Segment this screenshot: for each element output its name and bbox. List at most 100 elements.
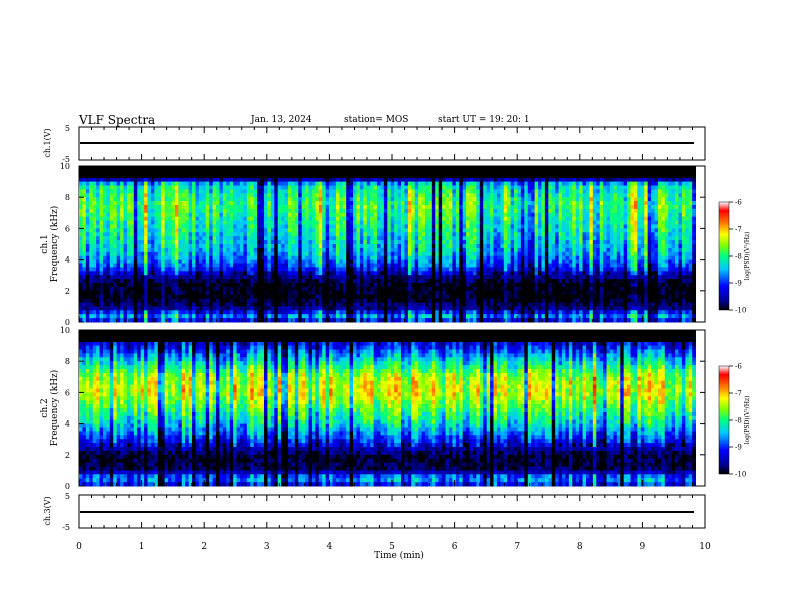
- spectrogram-cell: [589, 208, 594, 214]
- spectrogram-cell: [322, 185, 327, 190]
- spectrogram-cell: [476, 224, 481, 229]
- spectrogram-cell: [404, 228, 409, 233]
- spectrogram-cell: [250, 201, 255, 206]
- spectrogram-cell: [366, 220, 371, 225]
- spectrogram-cell: [157, 240, 162, 245]
- spectrogram-cell: [287, 177, 292, 182]
- spectrogram-cell: [353, 240, 357, 245]
- spectrogram-cell: [281, 247, 285, 253]
- spectrogram-cell: [267, 259, 272, 264]
- spectrogram-cell: [287, 232, 292, 237]
- spectrogram-cell: [130, 247, 135, 253]
- spectrogram-cell: [205, 236, 210, 241]
- spectrogram-cell: [373, 205, 378, 210]
- spectrogram-cell: [243, 228, 248, 233]
- spectrogram-cell: [609, 189, 614, 194]
- spectrogram-cell: [363, 232, 368, 237]
- spectrogram-cell: [387, 212, 392, 218]
- spectrogram-cell: [315, 185, 320, 190]
- spectrogram-cell: [401, 263, 405, 268]
- spectrogram-cell: [233, 181, 237, 186]
- spectrogram-cell: [445, 216, 450, 221]
- spectrogram-cell: [692, 224, 697, 229]
- spectrogram-cell: [116, 181, 121, 186]
- spectrogram-cell: [150, 271, 155, 276]
- spectrogram-cell: [287, 224, 292, 229]
- spectrogram-cell: [620, 189, 625, 194]
- spectrogram-cell: [246, 236, 251, 241]
- spectrogram-cell: [270, 216, 275, 221]
- spectrogram-cell: [342, 244, 347, 249]
- spectrogram-cell: [150, 267, 155, 272]
- spectrogram-cell: [363, 216, 368, 221]
- spectrogram-cell: [150, 212, 155, 218]
- spectrogram-cell: [318, 244, 323, 249]
- spectrogram-cell: [438, 244, 443, 249]
- spectrogram-cell: [311, 205, 316, 210]
- spectrogram-cell: [527, 220, 532, 225]
- spectrogram-cell: [411, 220, 416, 225]
- spectrogram-cell: [144, 271, 148, 276]
- spectrogram-cell: [685, 181, 690, 186]
- spectrogram-cell: [359, 228, 364, 233]
- spectrogram-cell: [332, 240, 337, 245]
- spectrogram-cell: [603, 255, 607, 260]
- spectrogram-cell: [305, 259, 309, 264]
- spectrogram-cell: [661, 212, 666, 218]
- spectrogram-cell: [503, 255, 508, 260]
- spectrogram-cell: [397, 224, 402, 229]
- spectrogram-cell: [603, 208, 607, 214]
- spectrogram-cell: [640, 247, 645, 253]
- spectrogram-cell: [633, 244, 638, 249]
- spectrogram-cell: [144, 244, 148, 249]
- spectrogram-cell: [308, 259, 313, 264]
- spectrogram-cell: [661, 201, 666, 206]
- spectrogram-cell: [637, 197, 642, 202]
- spectrogram-cell: [568, 212, 573, 218]
- spectrogram-cell: [510, 197, 515, 202]
- spectrogram-cell: [257, 185, 261, 190]
- spectrogram-cell: [394, 208, 398, 214]
- spectrogram-cell: [531, 259, 536, 264]
- spectrogram-cell: [284, 232, 289, 237]
- spectrogram-cell: [493, 255, 498, 260]
- spectrogram-cell: [599, 251, 604, 257]
- spectrogram-cell: [144, 193, 148, 198]
- spectrogram-cell: [82, 232, 87, 237]
- spectrogram-cell: [538, 224, 542, 229]
- spectrogram-cell: [133, 255, 138, 260]
- spectrogram-cell: [527, 201, 532, 206]
- spectrogram-cell: [332, 267, 337, 272]
- spectrogram-cell: [123, 240, 128, 245]
- spectrogram-cell: [212, 232, 217, 237]
- spectrogram-cell: [311, 236, 316, 241]
- spectrogram-cell: [339, 193, 344, 198]
- spectrogram-cell: [174, 232, 179, 237]
- spectrogram-cell: [257, 201, 261, 206]
- spectrogram-cell: [305, 267, 309, 272]
- spectrogram-cell: [401, 193, 405, 198]
- spectrogram-cell: [685, 189, 690, 194]
- spectrogram-cell: [585, 224, 590, 229]
- spectrogram-cell: [126, 197, 131, 202]
- spectrogram-cell: [486, 247, 491, 253]
- spectrogram-cell: [657, 244, 662, 249]
- spectrogram-cell: [222, 267, 227, 272]
- spectrogram-cell: [551, 236, 556, 241]
- spectrogram-cell: [133, 228, 138, 233]
- spectrogram-cell: [387, 255, 392, 260]
- spectrogram-cell: [411, 240, 416, 245]
- spectrogram-cell: [281, 255, 285, 260]
- spectrogram-cell: [685, 177, 690, 182]
- spectrogram-cell: [534, 193, 539, 198]
- spectrogram-cell: [287, 181, 292, 186]
- spectrogram-cell: [212, 251, 217, 257]
- spectrogram-cell: [428, 228, 433, 233]
- spectrogram-cell: [229, 259, 234, 264]
- spectrogram-cell: [644, 236, 649, 241]
- spectrogram-cell: [205, 177, 210, 182]
- spectrogram-cell: [514, 177, 518, 182]
- spectrogram-cell: [140, 205, 145, 210]
- spectrogram-cell: [442, 193, 446, 198]
- spectrogram-cell: [349, 263, 354, 268]
